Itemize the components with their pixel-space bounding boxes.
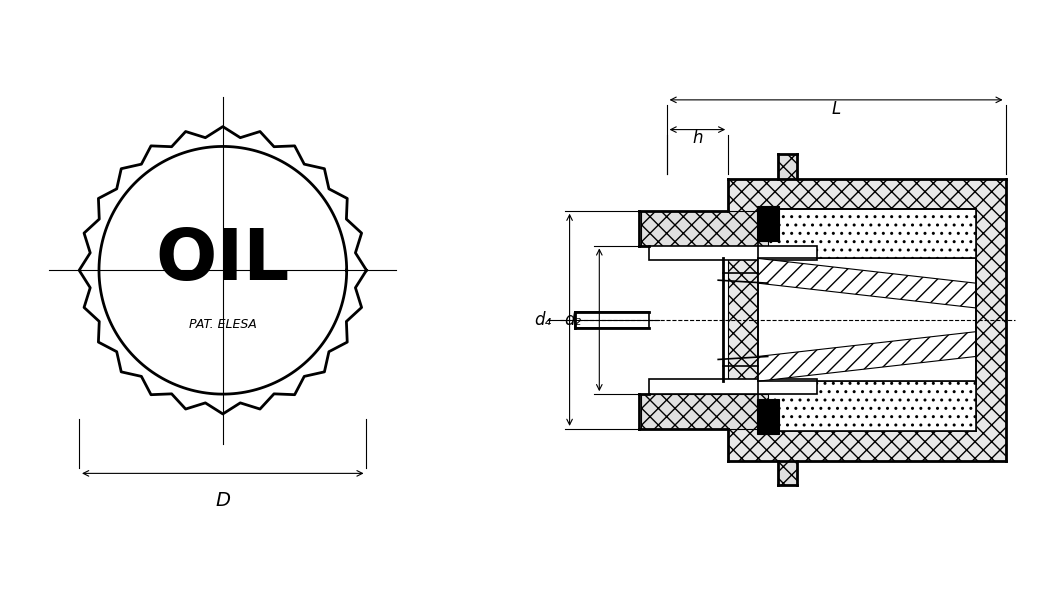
- Text: PAT. ELESA: PAT. ELESA: [189, 318, 256, 331]
- Text: d₄: d₄: [534, 311, 551, 329]
- Text: OIL: OIL: [155, 226, 290, 295]
- Polygon shape: [728, 179, 1006, 461]
- Text: L: L: [832, 100, 841, 118]
- Polygon shape: [758, 259, 975, 308]
- Polygon shape: [778, 154, 797, 179]
- Text: d₂: d₂: [564, 311, 582, 329]
- Polygon shape: [649, 245, 817, 260]
- Polygon shape: [757, 399, 779, 434]
- Polygon shape: [758, 209, 975, 431]
- Polygon shape: [574, 312, 649, 328]
- Polygon shape: [758, 209, 975, 259]
- Polygon shape: [758, 381, 975, 431]
- Polygon shape: [778, 461, 797, 485]
- Polygon shape: [757, 206, 779, 241]
- Polygon shape: [640, 211, 768, 245]
- Polygon shape: [649, 379, 817, 394]
- Polygon shape: [758, 332, 975, 381]
- Polygon shape: [640, 394, 768, 429]
- Text: D: D: [215, 491, 230, 510]
- Text: h: h: [692, 130, 702, 148]
